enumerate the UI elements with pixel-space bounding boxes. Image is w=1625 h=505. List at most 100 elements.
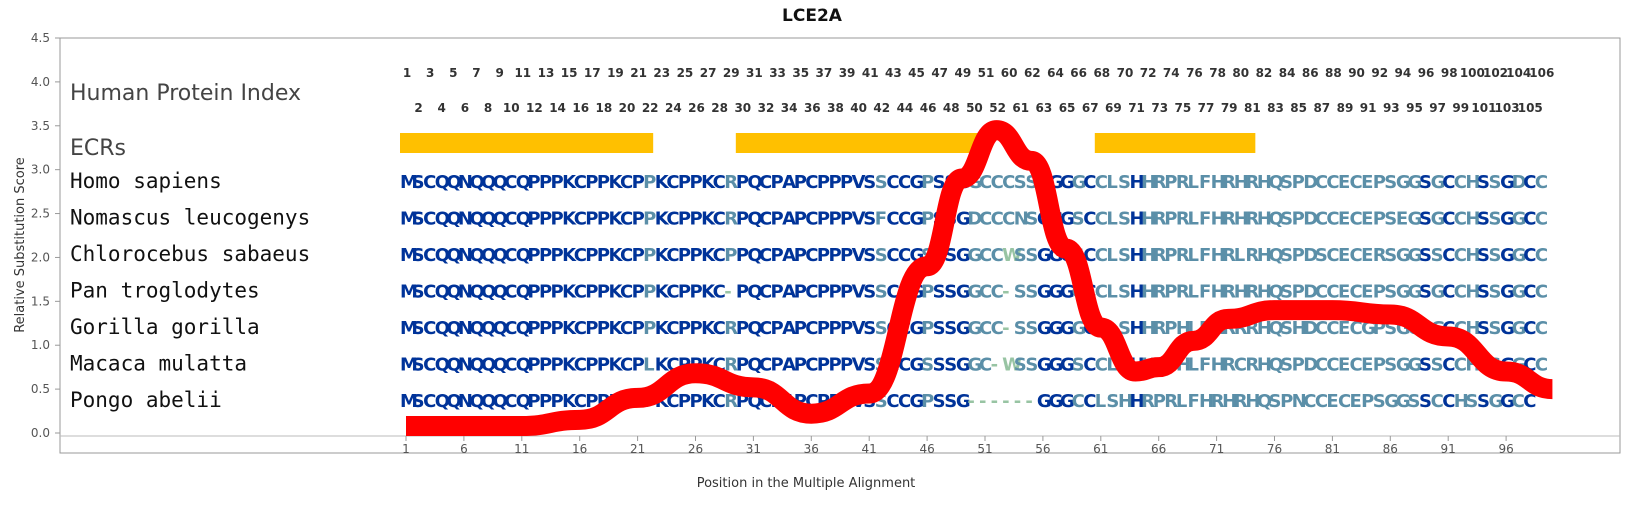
protein-index-number: 31	[746, 66, 763, 80]
residue: C	[504, 282, 517, 303]
residue: S	[944, 355, 957, 376]
residue: P	[794, 172, 807, 193]
residue: S	[1489, 209, 1502, 230]
residue: H	[1130, 209, 1145, 230]
y-tick-label: 1.0	[31, 338, 50, 352]
protein-index-number: 41	[862, 66, 879, 80]
residue: H	[1141, 318, 1156, 339]
residue: G	[956, 391, 971, 412]
residue: S	[1384, 282, 1397, 303]
residue: R	[1176, 209, 1190, 230]
protein-index-number: 5	[449, 66, 457, 80]
residue: G	[1072, 318, 1087, 339]
residue: P	[921, 172, 934, 193]
residue: C	[1442, 209, 1455, 230]
residue: H	[1465, 172, 1480, 193]
residue: C	[759, 282, 772, 303]
x-tick-label: 56	[1035, 442, 1050, 456]
residue: C	[1326, 172, 1339, 193]
residue: R	[1153, 209, 1167, 230]
residue: -	[991, 391, 998, 412]
residue: G	[1060, 355, 1075, 376]
residue: P	[551, 318, 564, 339]
residue: P	[771, 355, 784, 376]
residue: P	[597, 355, 610, 376]
residue: P	[551, 209, 564, 230]
residue: H	[1234, 282, 1249, 303]
residue: S	[1072, 355, 1085, 376]
residue: C	[1454, 355, 1467, 376]
residue: R	[1245, 245, 1259, 266]
residue: C	[574, 245, 587, 266]
y-tick-label: 2.0	[31, 250, 50, 264]
x-tick-label: 76	[1267, 442, 1282, 456]
residue: S	[1118, 245, 1131, 266]
chart-title: LCE2A	[782, 6, 843, 26]
x-tick-label: 86	[1383, 442, 1398, 456]
residue: H	[1211, 209, 1226, 230]
residue: S	[1419, 282, 1432, 303]
residue: R	[1245, 209, 1259, 230]
residue: S	[1373, 391, 1386, 412]
residue: G	[1407, 355, 1422, 376]
protein-index-number: 102	[1483, 66, 1508, 80]
residue: K	[655, 209, 670, 230]
protein-index-number: 48	[943, 101, 960, 115]
residue: S	[1384, 209, 1397, 230]
residue: C	[1535, 209, 1548, 230]
residue: A	[782, 245, 796, 266]
residue: R	[1164, 391, 1178, 412]
residue: S	[1280, 282, 1293, 303]
residue: P	[736, 355, 749, 376]
residue: F	[1199, 172, 1211, 193]
residue: C	[979, 282, 992, 303]
residue: S	[1419, 172, 1432, 193]
residue: C	[1523, 318, 1536, 339]
residue: S	[863, 245, 876, 266]
protein-index-number: 11	[514, 66, 531, 80]
protein-index-number: 60	[1001, 66, 1018, 80]
residue: P	[828, 318, 841, 339]
residue: H	[1118, 391, 1133, 412]
residue: E	[1361, 282, 1373, 303]
residue: E	[1326, 391, 1338, 412]
protein-index-number: 64	[1047, 66, 1064, 80]
residue: K	[608, 318, 623, 339]
residue: P	[632, 209, 645, 230]
protein-index-number: 68	[1093, 66, 1110, 80]
residue: P	[690, 318, 703, 339]
residue: G	[1048, 318, 1063, 339]
residue: N	[458, 391, 473, 412]
residue: L	[1106, 209, 1117, 230]
residue: C	[1523, 245, 1536, 266]
residue: P	[921, 282, 934, 303]
residue: P	[736, 209, 749, 230]
residue: P	[585, 318, 598, 339]
protein-index-number: 28	[711, 101, 728, 115]
residue: C	[1535, 318, 1548, 339]
residue: S	[1118, 172, 1131, 193]
residue: P	[828, 355, 841, 376]
residue: S	[1315, 245, 1328, 266]
residue: Q	[516, 209, 531, 230]
residue: P	[1153, 391, 1166, 412]
residue: P	[817, 172, 830, 193]
residue: C	[1454, 209, 1467, 230]
residue: C	[1315, 318, 1328, 339]
residue: Q	[516, 318, 531, 339]
residue: G	[1500, 245, 1515, 266]
residue: S	[1477, 391, 1490, 412]
protein-index-number: 7	[472, 66, 480, 80]
residue: W	[1002, 245, 1022, 266]
y-axis: 0.0 0.5 1.0 1.5 2.0 2.5 3.0 3.5 4.0 4.5	[31, 31, 60, 440]
residue: P	[632, 245, 645, 266]
human-protein-index-panel: Human Protein Index 1 3 5 7 9 11 13 15 17 19 21 23 2…	[70, 66, 1554, 115]
residue: K	[608, 172, 623, 193]
residue: C	[1072, 391, 1085, 412]
residue: N	[458, 172, 473, 193]
protein-index-number: 18	[596, 101, 613, 115]
residue: C	[423, 355, 436, 376]
residue: C	[574, 282, 587, 303]
residue: S	[1269, 391, 1282, 412]
residue: S	[1072, 209, 1085, 230]
